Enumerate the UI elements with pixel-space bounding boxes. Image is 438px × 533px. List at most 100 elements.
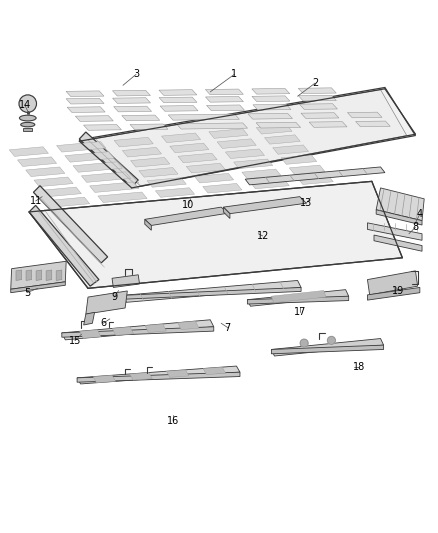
Text: 9: 9 [111, 292, 117, 302]
Polygon shape [374, 235, 422, 251]
Text: 10: 10 [182, 200, 194, 211]
Polygon shape [46, 270, 52, 280]
Text: 5: 5 [24, 288, 30, 298]
Polygon shape [272, 290, 326, 303]
Polygon shape [62, 327, 214, 337]
Polygon shape [159, 90, 197, 95]
Polygon shape [29, 205, 99, 286]
Circle shape [300, 339, 308, 347]
Polygon shape [226, 149, 265, 158]
Polygon shape [73, 162, 122, 172]
Polygon shape [33, 185, 108, 263]
Polygon shape [168, 114, 240, 120]
Text: 7: 7 [225, 322, 231, 333]
Polygon shape [36, 270, 42, 280]
Polygon shape [209, 129, 248, 138]
Polygon shape [112, 275, 140, 287]
Polygon shape [42, 187, 81, 197]
Polygon shape [145, 220, 151, 230]
Polygon shape [131, 157, 170, 167]
Polygon shape [217, 139, 256, 148]
Polygon shape [186, 163, 226, 173]
Polygon shape [123, 287, 301, 299]
Text: 14: 14 [18, 100, 31, 110]
Circle shape [328, 336, 336, 344]
Polygon shape [145, 207, 228, 225]
Polygon shape [265, 135, 300, 144]
Polygon shape [162, 133, 201, 143]
Polygon shape [98, 192, 147, 203]
Polygon shape [57, 142, 106, 152]
Ellipse shape [19, 115, 36, 121]
Text: 1: 1 [231, 69, 237, 79]
Polygon shape [347, 112, 382, 118]
Polygon shape [300, 104, 337, 109]
Polygon shape [367, 271, 418, 295]
Polygon shape [84, 125, 121, 130]
Polygon shape [11, 261, 66, 289]
Polygon shape [367, 287, 420, 300]
Polygon shape [233, 159, 273, 168]
Polygon shape [147, 177, 186, 187]
Polygon shape [245, 167, 385, 185]
Polygon shape [289, 165, 325, 174]
Polygon shape [9, 147, 48, 156]
Polygon shape [18, 157, 57, 166]
Polygon shape [113, 106, 152, 112]
Polygon shape [160, 106, 198, 111]
Polygon shape [247, 296, 349, 304]
Polygon shape [170, 143, 209, 152]
Polygon shape [23, 128, 32, 131]
Polygon shape [178, 321, 199, 329]
Polygon shape [62, 320, 214, 340]
Polygon shape [166, 370, 189, 377]
Text: 8: 8 [413, 222, 419, 232]
Text: 19: 19 [392, 286, 404, 295]
Polygon shape [155, 188, 194, 197]
Polygon shape [86, 291, 127, 314]
Ellipse shape [21, 123, 35, 127]
Polygon shape [376, 210, 422, 225]
Polygon shape [139, 167, 178, 177]
Text: 13: 13 [300, 198, 312, 208]
Polygon shape [26, 167, 65, 176]
Text: 6: 6 [100, 318, 106, 328]
Polygon shape [309, 122, 347, 127]
Polygon shape [112, 327, 134, 335]
Polygon shape [145, 324, 166, 333]
Polygon shape [256, 125, 292, 134]
Polygon shape [50, 197, 90, 207]
Polygon shape [356, 121, 390, 127]
Polygon shape [26, 270, 32, 280]
Polygon shape [178, 153, 217, 163]
Polygon shape [223, 207, 230, 219]
Polygon shape [77, 372, 240, 382]
Text: 16: 16 [167, 416, 179, 426]
Polygon shape [298, 95, 336, 101]
Polygon shape [65, 152, 114, 162]
Polygon shape [297, 175, 333, 184]
Polygon shape [113, 90, 150, 96]
Polygon shape [247, 289, 349, 306]
Polygon shape [194, 173, 233, 183]
Circle shape [19, 95, 36, 112]
Polygon shape [242, 169, 281, 179]
Polygon shape [252, 96, 290, 102]
Polygon shape [273, 145, 308, 154]
Polygon shape [256, 122, 300, 128]
Polygon shape [203, 367, 226, 375]
Polygon shape [88, 90, 407, 185]
Polygon shape [81, 172, 131, 182]
Polygon shape [223, 197, 306, 214]
Polygon shape [34, 177, 73, 187]
Polygon shape [205, 89, 244, 95]
Polygon shape [130, 373, 152, 380]
Polygon shape [79, 132, 138, 187]
Polygon shape [367, 223, 422, 240]
Text: 15: 15 [69, 336, 81, 346]
Polygon shape [11, 282, 65, 293]
Text: 2: 2 [312, 78, 318, 88]
Text: 3: 3 [133, 69, 139, 79]
Polygon shape [16, 270, 21, 280]
Text: 11: 11 [29, 196, 42, 206]
